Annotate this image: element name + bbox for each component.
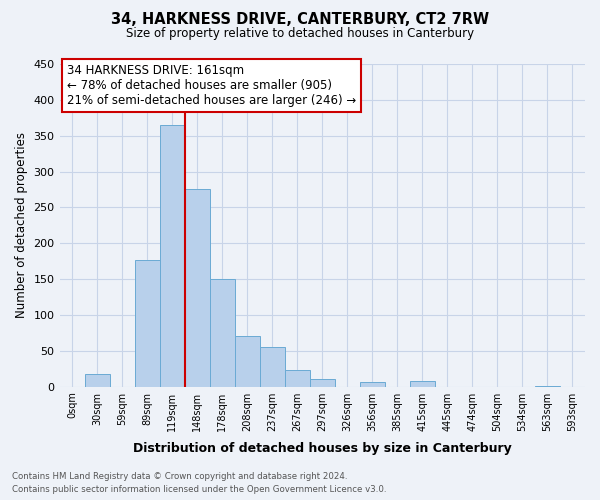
Bar (235, 336, 260, 386)
Y-axis label: Number of detached properties: Number of detached properties (15, 132, 28, 318)
Bar (85, 374, 110, 386)
Bar (310, 380, 335, 386)
Bar (260, 347, 285, 387)
Text: Size of property relative to detached houses in Canterbury: Size of property relative to detached ho… (126, 28, 474, 40)
Bar (285, 370, 310, 386)
Bar (160, 125, 185, 386)
Bar (209, 279, 235, 386)
Text: 34 HARKNESS DRIVE: 161sqm
← 78% of detached houses are smaller (905)
21% of semi: 34 HARKNESS DRIVE: 161sqm ← 78% of detac… (67, 64, 356, 107)
Text: 34, HARKNESS DRIVE, CANTERBURY, CT2 7RW: 34, HARKNESS DRIVE, CANTERBURY, CT2 7RW (111, 12, 489, 28)
Bar (410, 381, 435, 386)
Bar (134, 260, 160, 386)
Text: Contains public sector information licensed under the Open Government Licence v3: Contains public sector information licen… (12, 485, 386, 494)
Bar (185, 190, 209, 386)
Text: Contains HM Land Registry data © Crown copyright and database right 2024.: Contains HM Land Registry data © Crown c… (12, 472, 347, 481)
X-axis label: Distribution of detached houses by size in Canterbury: Distribution of detached houses by size … (133, 442, 512, 455)
Bar (360, 382, 385, 386)
